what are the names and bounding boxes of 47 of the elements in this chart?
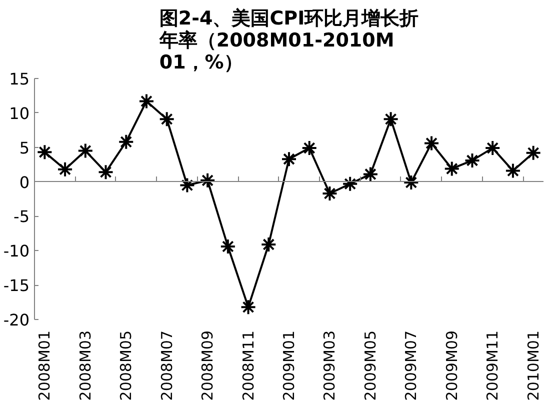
x-tick-label: 2009M05 bbox=[361, 330, 380, 401]
point bbox=[382, 111, 399, 128]
point bbox=[240, 299, 256, 316]
point bbox=[77, 142, 94, 159]
y-tick-label: 5 bbox=[19, 138, 30, 158]
y-tick-label: -5 bbox=[14, 207, 30, 226]
point bbox=[342, 176, 358, 192]
point bbox=[98, 164, 114, 180]
x-tick-label: 2008M09 bbox=[198, 330, 217, 401]
y-tick-label: 10 bbox=[9, 104, 30, 123]
point bbox=[444, 160, 460, 177]
x-tick-label: 2009M01 bbox=[280, 330, 298, 401]
point bbox=[260, 236, 277, 252]
x-tick-label: 2009M11 bbox=[484, 330, 502, 401]
point bbox=[138, 93, 154, 110]
point bbox=[179, 177, 196, 194]
point bbox=[362, 166, 378, 182]
x-tick-label: 2009M07 bbox=[402, 330, 420, 401]
chart-title: 图2-4、美国CPI环比月增长折年率（2008M01-2010M01，%） bbox=[158, 8, 419, 74]
point bbox=[118, 134, 134, 150]
point bbox=[464, 152, 480, 168]
point bbox=[301, 140, 318, 156]
y-tick-label: 0 bbox=[19, 172, 30, 192]
point bbox=[158, 111, 175, 128]
x-tick-label: 2008M07 bbox=[158, 330, 176, 401]
x-tick-label: 2009M03 bbox=[320, 330, 339, 401]
point bbox=[281, 151, 297, 168]
point bbox=[504, 162, 521, 179]
point bbox=[36, 144, 53, 160]
point bbox=[484, 140, 501, 156]
point bbox=[403, 174, 420, 190]
y-tick-label: -10 bbox=[3, 242, 30, 261]
point bbox=[200, 172, 216, 188]
y-tick-label: -20 bbox=[3, 310, 30, 330]
point bbox=[525, 144, 542, 161]
point bbox=[322, 185, 338, 202]
y-tick-label: -15 bbox=[3, 276, 30, 296]
x-tick-label: 2010M01 bbox=[524, 330, 542, 401]
point bbox=[424, 135, 440, 152]
point bbox=[57, 161, 74, 178]
x-tick-label: 2008M05 bbox=[117, 330, 136, 401]
x-tick-label: 2009M09 bbox=[442, 330, 461, 401]
x-tick-label: 2008M11 bbox=[239, 330, 258, 401]
x-tick-label: 2008M03 bbox=[76, 330, 94, 401]
y-tick-label: 15 bbox=[9, 70, 30, 88]
point bbox=[220, 238, 236, 255]
x-tick-label: 2008M01 bbox=[36, 330, 54, 401]
